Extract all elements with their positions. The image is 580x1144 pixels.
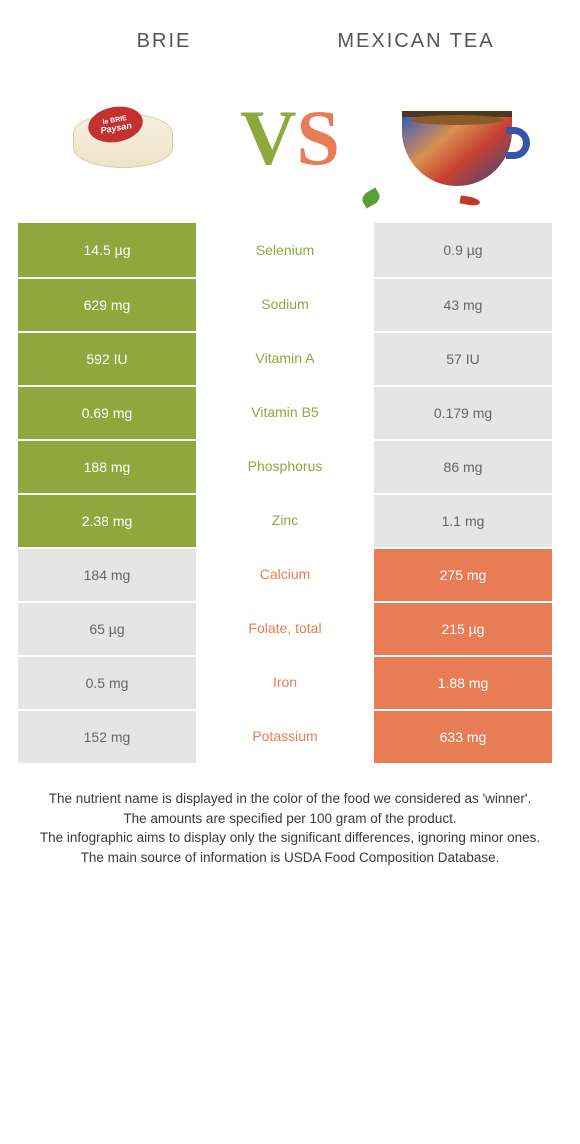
- infographic-container: BRIE MEXICAN TEA le BRIE Paysan V S 14.5: [0, 0, 580, 891]
- right-value: 43 mg: [374, 277, 552, 331]
- right-value: 275 mg: [374, 547, 552, 601]
- right-value: 1.1 mg: [374, 493, 552, 547]
- vs-v-letter: V: [240, 99, 296, 177]
- table-row: 14.5 µgSelenium0.9 µg: [18, 223, 562, 277]
- left-value: 0.5 mg: [18, 655, 196, 709]
- footnote-line: The nutrient name is displayed in the co…: [28, 789, 552, 809]
- right-value: 215 µg: [374, 601, 552, 655]
- left-value: 65 µg: [18, 601, 196, 655]
- left-value: 0.69 mg: [18, 385, 196, 439]
- left-value: 629 mg: [18, 277, 196, 331]
- right-value: 0.9 µg: [374, 223, 552, 277]
- table-row: 184 mgCalcium275 mg: [18, 547, 562, 601]
- left-value: 188 mg: [18, 439, 196, 493]
- nutrient-table: 14.5 µgSelenium0.9 µg629 mgSodium43 mg59…: [18, 223, 562, 763]
- footnote-line: The infographic aims to display only the…: [28, 828, 552, 848]
- nutrient-label: Iron: [196, 655, 374, 709]
- left-value: 592 IU: [18, 331, 196, 385]
- nutrient-label: Vitamin B5: [196, 385, 374, 439]
- right-food-title: MEXICAN TEA: [290, 30, 542, 53]
- nutrient-label: Sodium: [196, 277, 374, 331]
- left-value: 2.38 mg: [18, 493, 196, 547]
- right-value: 633 mg: [374, 709, 552, 763]
- left-value: 152 mg: [18, 709, 196, 763]
- nutrient-label: Zinc: [196, 493, 374, 547]
- vs-s-letter: S: [296, 99, 339, 177]
- footnotes: The nutrient name is displayed in the co…: [18, 763, 562, 867]
- footnote-line: The main source of information is USDA F…: [28, 848, 552, 868]
- nutrient-label: Selenium: [196, 223, 374, 277]
- table-row: 629 mgSodium43 mg: [18, 277, 562, 331]
- table-row: 188 mgPhosphorus86 mg: [18, 439, 562, 493]
- table-row: 592 IUVitamin A57 IU: [18, 331, 562, 385]
- right-value: 86 mg: [374, 439, 552, 493]
- right-value: 0.179 mg: [374, 385, 552, 439]
- nutrient-label: Phosphorus: [196, 439, 374, 493]
- nutrient-label: Folate, total: [196, 601, 374, 655]
- brie-image: le BRIE Paysan: [48, 83, 198, 193]
- right-value: 57 IU: [374, 331, 552, 385]
- images-row: le BRIE Paysan V S: [18, 73, 562, 223]
- table-row: 0.5 mgIron1.88 mg: [18, 655, 562, 709]
- tea-image: [382, 83, 532, 193]
- footnote-line: The amounts are specified per 100 gram o…: [28, 809, 552, 829]
- nutrient-label: Calcium: [196, 547, 374, 601]
- nutrient-label: Vitamin A: [196, 331, 374, 385]
- table-row: 2.38 mgZinc1.1 mg: [18, 493, 562, 547]
- left-value: 14.5 µg: [18, 223, 196, 277]
- table-row: 152 mgPotassium633 mg: [18, 709, 562, 763]
- vs-badge: V S: [240, 99, 340, 177]
- header-row: BRIE MEXICAN TEA: [18, 0, 562, 73]
- table-row: 65 µgFolate, total215 µg: [18, 601, 562, 655]
- nutrient-label: Potassium: [196, 709, 374, 763]
- left-value: 184 mg: [18, 547, 196, 601]
- left-food-title: BRIE: [38, 30, 290, 53]
- right-value: 1.88 mg: [374, 655, 552, 709]
- table-row: 0.69 mgVitamin B50.179 mg: [18, 385, 562, 439]
